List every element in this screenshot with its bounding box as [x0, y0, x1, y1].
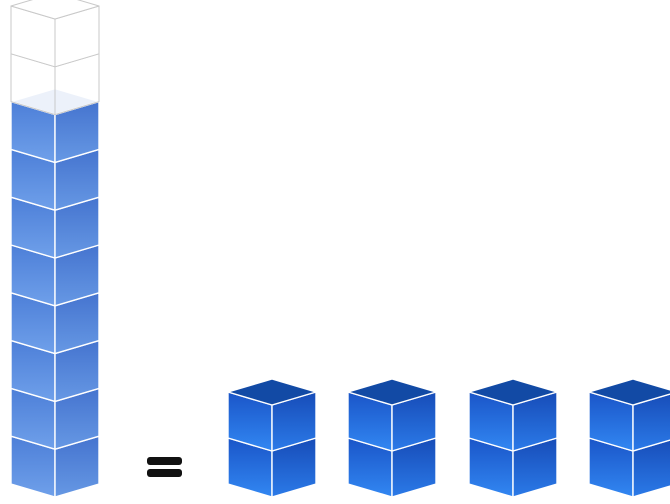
cube-stacks	[227, 378, 670, 498]
cube-stack	[347, 378, 437, 498]
tower-cube-filled	[10, 196, 100, 259]
stack-cube	[227, 378, 317, 452]
tower-cube-filled	[10, 435, 100, 498]
cube-stack	[227, 378, 317, 498]
cube-top-face	[588, 378, 670, 406]
cube-top-face	[347, 378, 437, 406]
stack-cube	[227, 437, 317, 498]
stack-cube	[588, 437, 670, 498]
tower-cube-empty	[10, 0, 100, 68]
cube-stack	[468, 378, 558, 498]
tower-cube-filled	[10, 292, 100, 355]
tower-cube-filled	[10, 148, 100, 211]
cube-top-face	[227, 378, 317, 406]
stack-cube	[588, 378, 670, 452]
cube-top-face	[10, 0, 100, 20]
equals-bar-top	[147, 457, 182, 465]
tower-of-cubes	[10, 0, 100, 498]
equals-sign	[147, 457, 182, 477]
tower-cube-filled	[10, 387, 100, 450]
cube-stack	[588, 378, 670, 498]
tower-cube-empty	[10, 53, 100, 116]
stack-cube	[468, 378, 558, 452]
cube-top-face	[468, 378, 558, 406]
equals-bar-bottom	[147, 469, 182, 477]
tower-cube-filled	[10, 244, 100, 307]
stack-cube	[347, 437, 437, 498]
stack-cube	[347, 378, 437, 452]
